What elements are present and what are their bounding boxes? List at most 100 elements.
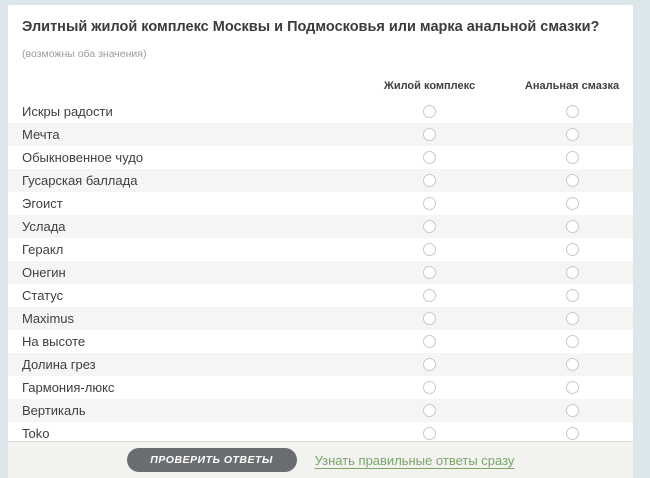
- table-row: Вертикаль: [8, 399, 633, 423]
- radio-cell-lubricant: [517, 381, 627, 395]
- table-row: Статус: [8, 284, 633, 308]
- radio-cell-complex: [342, 174, 517, 188]
- row-label: Услада: [22, 219, 66, 235]
- row-label: На высоте: [22, 334, 86, 350]
- radio-cell-lubricant: [517, 266, 627, 280]
- radio-cell-complex: [342, 404, 517, 418]
- quiz-card: Элитный жилой комплекс Москвы и Подмоско…: [8, 5, 633, 478]
- radio-analnaya-smazka[interactable]: [565, 266, 579, 280]
- radio-zhiloy-kompleks[interactable]: [423, 266, 436, 280]
- radio-analnaya-smazka[interactable]: [565, 105, 579, 119]
- radio-cell-lubricant: [517, 358, 627, 372]
- radio-analnaya-smazka[interactable]: [565, 404, 579, 418]
- table-row: Toko: [8, 422, 633, 446]
- radio-cell-complex: [342, 243, 517, 257]
- radio-analnaya-smazka[interactable]: [565, 243, 579, 257]
- radio-zhiloy-kompleks[interactable]: [423, 151, 436, 165]
- table-row: Онегин: [8, 261, 633, 285]
- radio-cell-lubricant: [517, 128, 627, 142]
- table-row: Искры радости: [8, 100, 633, 124]
- radio-cell-complex: [342, 105, 517, 119]
- quiz-rows: Искры радости Мечта Обыкновенное чудо Гусар…: [8, 100, 633, 446]
- row-label: Мечта: [22, 127, 60, 143]
- row-label: Онегин: [22, 265, 66, 281]
- radio-cell-lubricant: [517, 174, 627, 188]
- radio-zhiloy-kompleks[interactable]: [423, 335, 436, 349]
- check-answers-button[interactable]: ПРОВЕРИТЬ ОТВЕТЫ: [126, 448, 297, 472]
- table-row: Maximus: [8, 307, 633, 331]
- radio-analnaya-smazka[interactable]: [565, 312, 579, 326]
- radio-cell-lubricant: [517, 151, 627, 165]
- radio-analnaya-smazka[interactable]: [565, 174, 579, 188]
- radio-cell-lubricant: [517, 312, 627, 326]
- radio-cell-complex: [342, 381, 517, 395]
- radio-analnaya-smazka[interactable]: [565, 381, 579, 395]
- quiz-footer: ПРОВЕРИТЬ ОТВЕТЫ Узнать правильные ответ…: [8, 441, 633, 478]
- radio-cell-complex: [342, 289, 517, 303]
- quiz-subtitle: (возможны оба значения): [22, 48, 147, 61]
- radio-cell-complex: [342, 151, 517, 165]
- radio-cell-lubricant: [517, 404, 627, 418]
- row-label: Эгоист: [22, 196, 63, 212]
- radio-zhiloy-kompleks[interactable]: [423, 220, 436, 234]
- column-header-lubricant: Анальная смазка: [524, 80, 620, 93]
- table-row: Обыкновенное чудо: [8, 146, 633, 170]
- radio-analnaya-smazka[interactable]: [565, 151, 579, 165]
- table-row: Услада: [8, 215, 633, 239]
- radio-zhiloy-kompleks[interactable]: [423, 197, 436, 211]
- row-label: Долина грез: [22, 357, 96, 373]
- grid-header: Жилой комплекс Анальная смазка: [8, 76, 633, 96]
- radio-zhiloy-kompleks[interactable]: [423, 404, 436, 418]
- radio-zhiloy-kompleks[interactable]: [423, 174, 436, 188]
- radio-zhiloy-kompleks[interactable]: [423, 105, 436, 119]
- radio-cell-complex: [342, 312, 517, 326]
- radio-analnaya-smazka[interactable]: [565, 427, 579, 441]
- radio-zhiloy-kompleks[interactable]: [423, 243, 436, 257]
- radio-cell-lubricant: [517, 427, 627, 441]
- row-label: Maximus: [22, 311, 75, 327]
- table-row: Мечта: [8, 123, 633, 147]
- radio-cell-complex: [342, 220, 517, 234]
- radio-cell-lubricant: [517, 220, 627, 234]
- row-label: Toko: [22, 426, 50, 442]
- radio-analnaya-smazka[interactable]: [565, 335, 579, 349]
- radio-zhiloy-kompleks[interactable]: [423, 427, 436, 441]
- table-row: Геракл: [8, 238, 633, 262]
- radio-cell-lubricant: [517, 335, 627, 349]
- radio-zhiloy-kompleks[interactable]: [423, 381, 436, 395]
- row-label: Геракл: [22, 242, 64, 258]
- table-row: Гусарская баллада: [8, 169, 633, 193]
- radio-cell-lubricant: [517, 197, 627, 211]
- radio-cell-lubricant: [517, 243, 627, 257]
- radio-cell-lubricant: [517, 105, 627, 119]
- table-row: Эгоист: [8, 192, 633, 216]
- table-row: Долина грез: [8, 353, 633, 377]
- radio-analnaya-smazka[interactable]: [565, 197, 579, 211]
- radio-cell-complex: [342, 128, 517, 142]
- radio-cell-complex: [342, 427, 517, 441]
- table-row: Гармония-люкс: [8, 376, 633, 400]
- row-label: Гусарская баллада: [22, 173, 138, 189]
- radio-zhiloy-kompleks[interactable]: [423, 358, 436, 372]
- column-header-complex: Жилой комплекс: [383, 80, 476, 93]
- reveal-answers-link[interactable]: Узнать правильные ответы сразу: [314, 452, 515, 468]
- radio-cell-complex: [342, 358, 517, 372]
- row-label: Гармония-люкс: [22, 380, 115, 396]
- quiz-title: Элитный жилой комплекс Москвы и Подмоско…: [22, 19, 600, 35]
- row-label: Искры радости: [22, 104, 113, 120]
- radio-analnaya-smazka[interactable]: [565, 220, 579, 234]
- radio-zhiloy-kompleks[interactable]: [423, 128, 436, 142]
- radio-zhiloy-kompleks[interactable]: [423, 312, 436, 326]
- radio-analnaya-smazka[interactable]: [565, 358, 579, 372]
- row-label: Вертикаль: [22, 403, 86, 419]
- radio-analnaya-smazka[interactable]: [565, 128, 579, 142]
- radio-cell-complex: [342, 197, 517, 211]
- table-row: На высоте: [8, 330, 633, 354]
- radio-analnaya-smazka[interactable]: [565, 289, 579, 303]
- radio-zhiloy-kompleks[interactable]: [423, 289, 436, 303]
- radio-cell-complex: [342, 335, 517, 349]
- row-label: Обыкновенное чудо: [22, 150, 144, 166]
- radio-cell-lubricant: [517, 289, 627, 303]
- radio-cell-complex: [342, 266, 517, 280]
- row-label: Статус: [22, 288, 64, 304]
